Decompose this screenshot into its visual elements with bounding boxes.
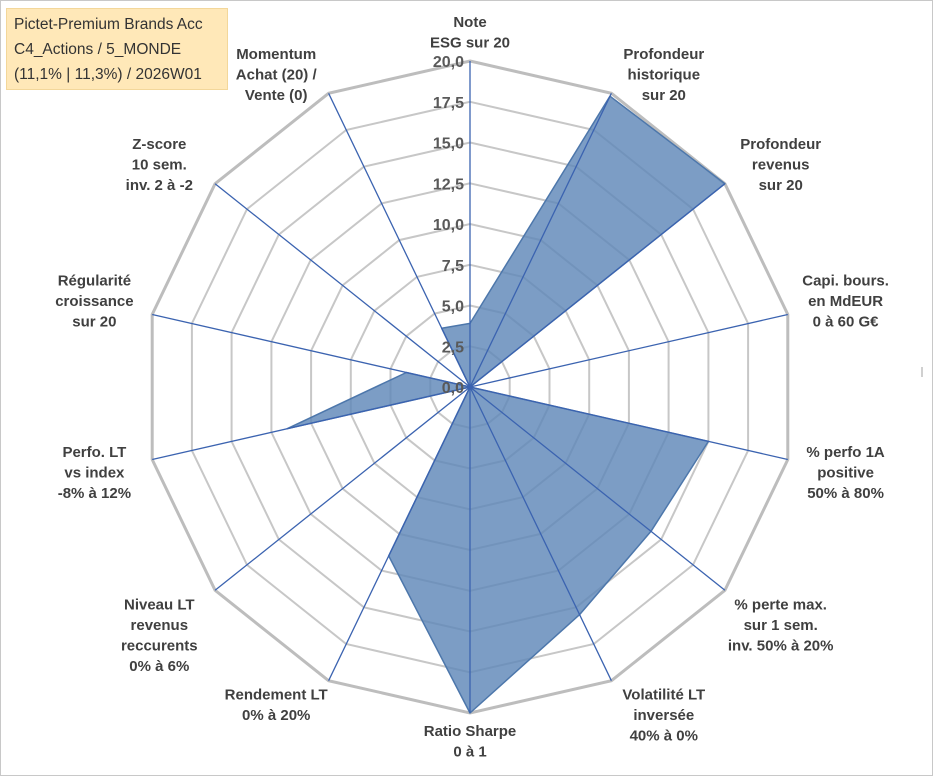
axis-label-line: Rendement LT [225,687,328,704]
axis-label-line: revenus [752,157,810,174]
axis-label-line: vs index [64,465,125,482]
axis-label-line: inv. 50% à 20% [728,637,834,654]
tick-label-2: 5,0 [442,299,464,316]
tick-label-7: 17,5 [433,95,464,112]
axis-label-line: Capi. bours. [802,272,889,289]
axis-spoke-7 [469,386,612,681]
axis-label-line: Note [453,14,486,31]
axis-label-line: inv. 2 à -2 [126,177,193,194]
axis-label-line: croissance [55,293,133,310]
axis-spoke-3 [469,183,726,388]
axis-label-12: Régularité croissance sur 20 [55,272,133,330]
axis-label-line: Niveau LT [124,596,195,613]
axis-label-3: Profondeur revenus sur 20 [740,136,821,194]
axis-label-11: Perfo. LT vs index -8% à 12% [58,444,131,502]
tick-label-0: 0,0 [442,380,464,397]
series-layer [286,95,726,714]
axis-label-line: 0% à 6% [129,658,189,675]
tick-label-5: 12,5 [433,176,464,193]
axis-label-1: Note ESG sur 20 [430,14,510,52]
fund-name: Pictet-Premium Brands Acc [14,16,203,33]
axis-label-line: inversée [633,707,694,724]
axis-label-line: 40% à 0% [630,728,698,745]
axis-label-line: ESG sur 20 [430,35,510,52]
axis-label-5: % perfo 1A positive 50% à 80% [806,444,885,502]
axis-label-line: sur 20 [759,177,803,194]
axis-spoke-2 [469,93,612,388]
tick-label-8: 20,0 [433,54,464,71]
axis-spoke-6 [469,386,726,591]
axis-label-line: -8% à 12% [58,485,131,502]
right-edge-marker [921,367,923,377]
axis-label-6: % perte max. sur 1 sem. inv. 50% à 20% [728,596,834,654]
axis-spoke-11 [152,386,471,461]
axis-spoke-9 [328,386,471,681]
axis-label-line: Profondeur [623,46,704,63]
axis-label-line: historique [628,66,701,83]
axis-label-line: % perte max. [734,596,827,613]
tick-label-1: 2,5 [442,339,464,356]
tick-layer: 0,0 2,5 5,0 7,5 10,0 12,5 15,0 17,5 20,0 [433,54,464,397]
axis-label-line: Profondeur [740,136,821,153]
axis-label-2: Profondeur historique sur 20 [623,46,704,104]
axis-label-9: Rendement LT 0% à 20% [225,687,328,725]
axis-label-4: Capi. bours. en MdEUR 0 à 60 G€ [802,272,889,330]
axis-spoke-14 [328,93,471,388]
axis-label-line: 0 à 1 [453,744,486,761]
axis-label-line: Achat (20) / [236,66,318,83]
tick-label-6: 15,0 [433,136,464,153]
tick-label-4: 10,0 [433,217,464,234]
axis-label-14: Momentum Achat (20) / Vente (0) [236,46,318,104]
axis-label-line: Momentum [236,46,316,63]
axis-spoke-13 [214,183,471,388]
axis-label-line: revenus [131,617,189,634]
axis-label-line: % perfo 1A [806,444,885,461]
axis-label-10: Niveau LT revenus reccurents 0% à 6% [121,596,198,675]
fund-category: C4_Actions / 5_MONDE [14,41,182,58]
label-layer: Note ESG sur 20 Profondeur historique sur 20… [55,14,889,761]
fund-info-box: Pictet-Premium Brands Acc C4_Actions / 5… [6,8,228,90]
axis-spoke-5 [469,386,788,461]
axis-label-line: 0% à 20% [242,707,310,724]
tick-label-3: 7,5 [442,258,464,275]
axis-spoke-12 [152,313,471,388]
axis-label-line: Vente (0) [245,87,308,104]
axis-label-line: sur 20 [642,87,686,104]
axis-spoke-10 [214,386,471,591]
axis-label-7: Volatilité LT inversée 40% à 0% [622,687,705,745]
axis-label-line: 0 à 60 G€ [813,313,880,330]
axis-label-line: sur 1 sem. [744,617,818,634]
axis-label-line: sur 20 [72,313,116,330]
axis-label-line: Volatilité LT [622,687,705,704]
axis-label-line: positive [817,465,874,482]
axis-label-13: Z-score 10 sem. inv. 2 à -2 [126,136,193,194]
fund-performance: (11,1% | 11,3%) / 2026W01 [14,66,202,83]
axis-label-line: Perfo. LT [62,444,126,461]
axis-layer [152,61,788,713]
axis-label-line: reccurents [121,637,198,654]
axis-label-8: Ratio Sharpe 0 à 1 [424,723,517,761]
axis-label-line: Régularité [58,272,131,289]
axis-label-line: Z-score [132,136,186,153]
series-area [286,95,726,714]
axis-spoke-4 [469,313,788,388]
axis-label-line: Ratio Sharpe [424,723,517,740]
axis-label-line: 50% à 80% [807,485,884,502]
axis-label-line: en MdEUR [808,293,883,310]
axis-label-line: 10 sem. [132,157,187,174]
